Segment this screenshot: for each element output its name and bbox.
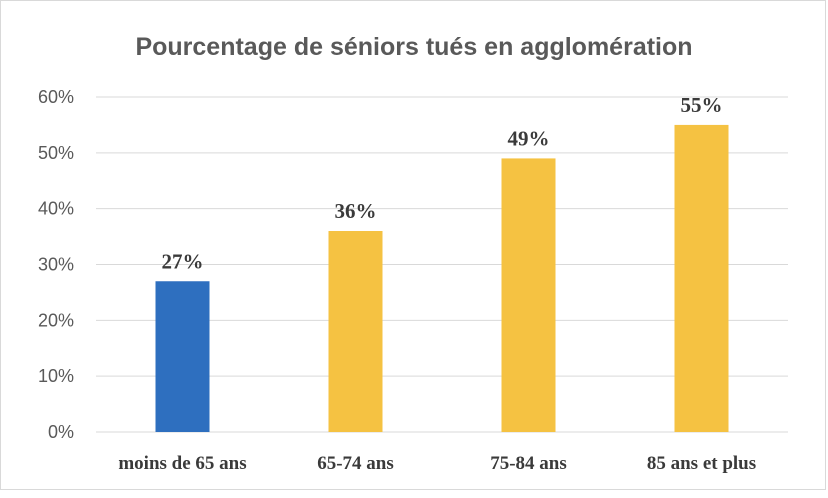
data-label: 27% — [162, 249, 204, 273]
bars — [155, 124, 729, 433]
x-axis-ticks: moins de 65 ans 65-74 ans 75-84 ans 85 ans … — [118, 453, 756, 474]
bar-2 — [328, 231, 383, 432]
x-tick-label: 75-84 ans — [490, 453, 567, 474]
y-tick-label: 10% — [38, 366, 74, 386]
chart-title: Pourcentage de séniors tués en aggloméra… — [135, 33, 692, 61]
y-tick-label: 0% — [48, 422, 74, 442]
data-labels: 27% 36% 49% 55% — [162, 93, 723, 273]
bar-4 — [674, 124, 729, 433]
bar-1 — [155, 281, 210, 432]
gridlines — [96, 96, 788, 433]
y-tick-label: 60% — [38, 87, 74, 107]
data-label: 36% — [335, 199, 377, 223]
data-label: 49% — [508, 126, 550, 150]
x-tick-label: 85 ans et plus — [647, 453, 756, 474]
y-tick-label: 50% — [38, 143, 74, 163]
y-tick-label: 30% — [38, 255, 74, 275]
x-tick-label: 65-74 ans — [317, 453, 394, 474]
bar-3 — [501, 158, 556, 432]
y-tick-label: 40% — [38, 199, 74, 219]
y-axis-ticks: 0% 10% 20% 30% 40% 50% 60% — [38, 87, 74, 442]
y-tick-label: 20% — [38, 310, 74, 330]
data-label: 55% — [681, 93, 723, 117]
x-tick-label: moins de 65 ans — [118, 453, 246, 474]
